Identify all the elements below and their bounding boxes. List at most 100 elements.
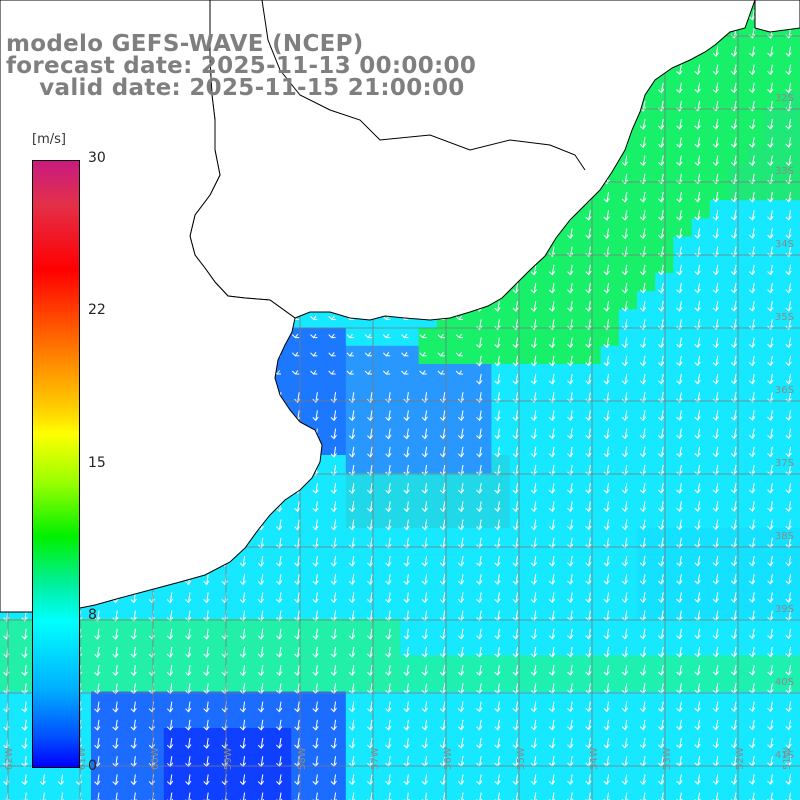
field-cell: [200, 709, 219, 729]
field-cell: [709, 345, 729, 365]
field-cell: [600, 200, 620, 219]
field-cell: [782, 400, 800, 420]
field-cell: [491, 709, 511, 729]
field-cell: [382, 673, 401, 693]
field-cell: [546, 782, 565, 800]
field-cell: [673, 345, 693, 365]
field-cell: [236, 709, 256, 729]
field-cell: [309, 382, 329, 401]
field-cell: [709, 600, 729, 620]
field-cell: [400, 709, 420, 729]
field-cell: [327, 655, 347, 674]
field-cell: [691, 327, 711, 347]
field-cell: [637, 145, 656, 165]
field-cell: [618, 564, 638, 583]
field-cell: [145, 655, 165, 674]
field-cell: [709, 436, 729, 456]
field-cell: [163, 582, 183, 602]
field-cell: [0, 618, 19, 638]
field-cell: [345, 418, 365, 438]
field-cell: [709, 527, 729, 547]
field-cell: [182, 637, 201, 656]
field-cell: [382, 418, 401, 438]
field-cell: [746, 72, 765, 92]
field-cell: [218, 673, 238, 693]
field-cell: [418, 618, 438, 638]
field-cell: [527, 291, 547, 310]
field-cell: [637, 691, 656, 711]
field-cell: [746, 436, 765, 456]
field-cell: [218, 709, 238, 729]
field-cell: [546, 582, 565, 602]
field-cell: [182, 600, 201, 620]
field-cell: [746, 54, 765, 74]
field-cell: [546, 309, 565, 329]
field-cell: [546, 764, 565, 784]
field-cell: [728, 200, 747, 219]
field-cell: [564, 546, 583, 565]
field-cell: [455, 345, 474, 365]
field-cell: [691, 109, 711, 128]
field-cell: [746, 400, 765, 420]
field-cell: [546, 655, 565, 674]
field-cell: [618, 655, 638, 674]
field-cell: [273, 728, 292, 747]
field-cell: [418, 764, 438, 784]
wind-arrow: [767, 64, 774, 76]
field-cell: [600, 527, 620, 547]
field-cell: [546, 473, 565, 492]
field-cell: [782, 127, 800, 147]
field-cell: [291, 764, 310, 784]
lat-label: 35S: [775, 312, 794, 323]
field-cell: [527, 436, 547, 456]
field-cell: [600, 546, 620, 565]
field-cell: [764, 527, 784, 547]
field-cell: [546, 691, 565, 711]
field-cell: [527, 764, 547, 784]
field-cell: [0, 746, 19, 765]
field-cell: [709, 655, 729, 674]
field-cell: [728, 418, 747, 438]
lon-label: 56W: [443, 747, 454, 770]
field-cell: [673, 509, 693, 529]
field-cell: [618, 509, 638, 529]
field-cell: [455, 764, 474, 784]
field-cell: [709, 145, 729, 165]
field-cell: [637, 637, 656, 656]
field-cell: [728, 546, 747, 565]
field-cell: [782, 546, 800, 565]
field-cell: [600, 364, 620, 383]
field-cell: [109, 655, 128, 674]
field-cell: [418, 782, 438, 800]
field-cell: [564, 491, 583, 511]
field-cell: [127, 637, 147, 656]
field-cell: [637, 163, 656, 183]
field-cell: [309, 364, 329, 383]
field-cell: [491, 618, 511, 638]
field-cell: [546, 291, 565, 310]
field-cell: [109, 637, 128, 656]
field-cell: [728, 327, 747, 347]
field-cell: [400, 382, 420, 401]
wind-arrow: [785, 82, 792, 94]
field-cell: [764, 782, 784, 800]
field-cell: [637, 218, 656, 238]
field-cell: [673, 218, 693, 238]
field-cell: [782, 54, 800, 74]
field-cell: [564, 436, 583, 456]
colorbar-tick-0: 0: [88, 758, 97, 774]
field-cell: [709, 764, 729, 784]
field-cell: [418, 564, 438, 583]
field-cell: [728, 91, 747, 110]
field-cell: [673, 109, 693, 128]
colorbar-tick-8: 8: [88, 607, 97, 623]
field-cell: [91, 709, 110, 729]
field-cell: [382, 764, 401, 784]
field-cell: [564, 473, 583, 492]
field-cell: [564, 364, 583, 383]
field-cell: [418, 345, 438, 365]
field-cell: [691, 218, 711, 238]
field-cell: [564, 291, 583, 310]
lat-label: 34S: [775, 239, 794, 250]
field-cell: [764, 637, 784, 656]
